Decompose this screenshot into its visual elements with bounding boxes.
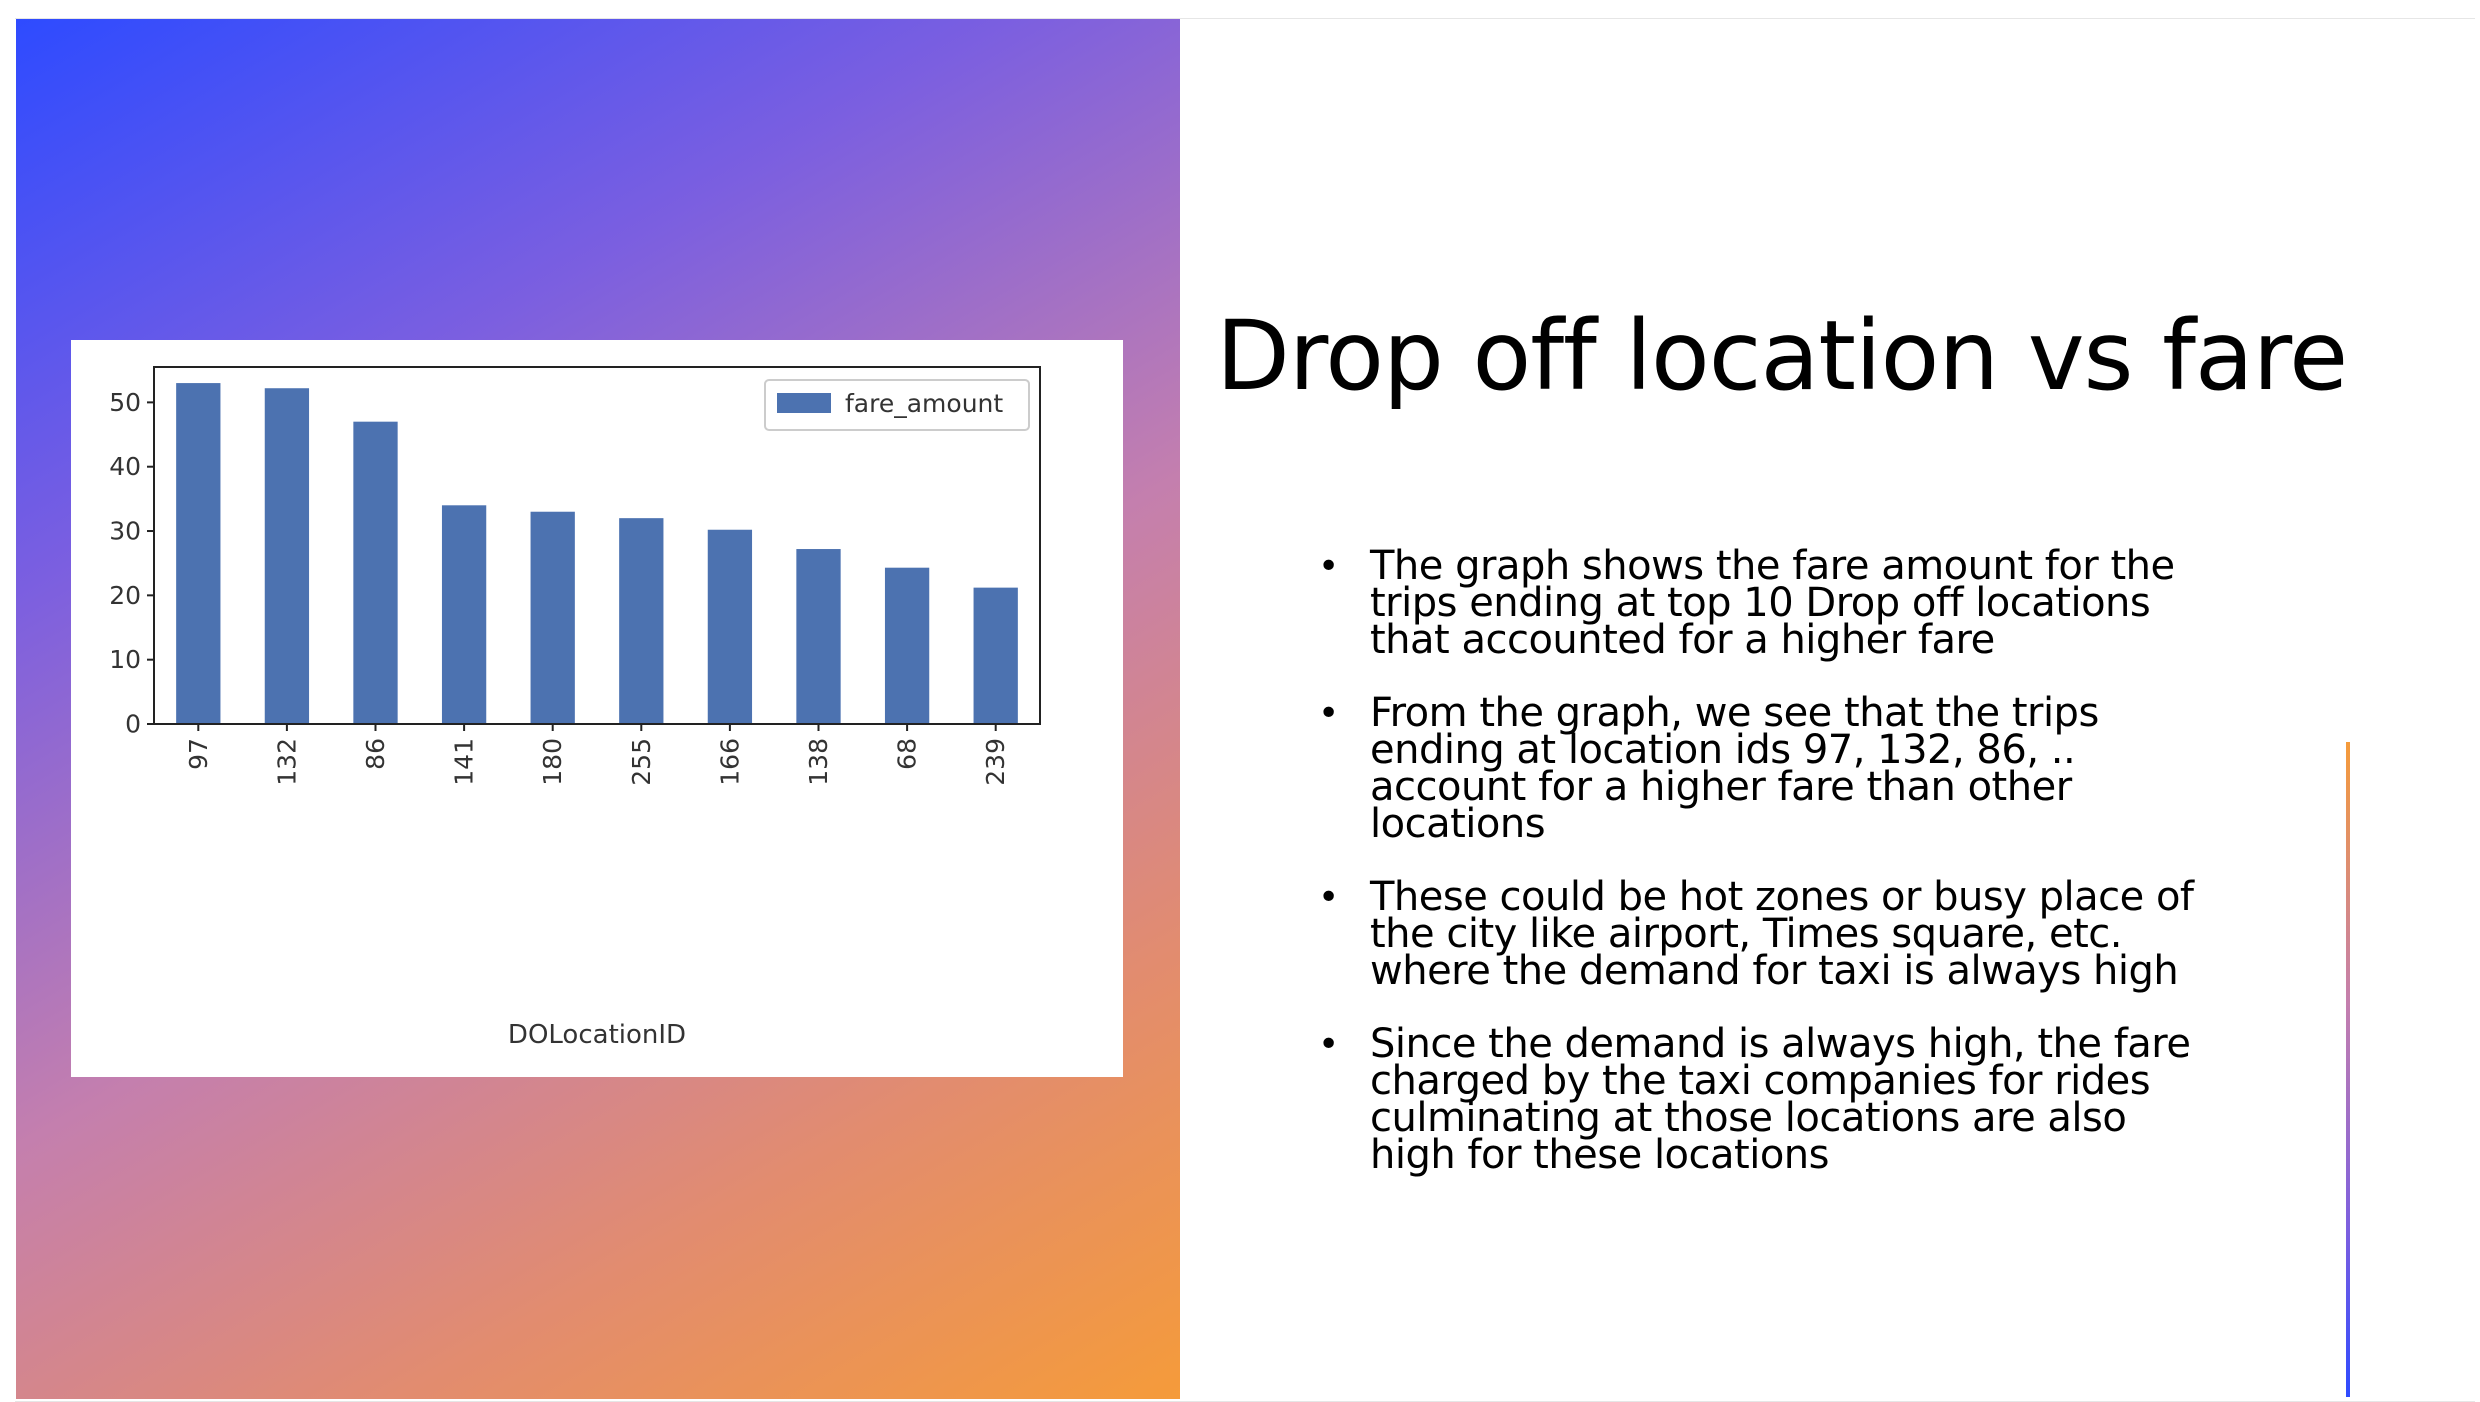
- x-tick-label: 239: [981, 738, 1010, 786]
- bar-166: [707, 529, 753, 724]
- y-tick-label: 30: [109, 517, 141, 546]
- bar-86: [353, 421, 398, 724]
- x-tick-label: 138: [804, 738, 833, 786]
- x-tick-label: 97: [184, 738, 213, 770]
- bullet-list: The graph shows the fare amount for the …: [1318, 546, 2198, 1210]
- y-tick-label: 0: [125, 710, 141, 739]
- x-tick-label: 86: [361, 738, 390, 770]
- y-tick-label: 20: [109, 581, 141, 610]
- plot-frame: [153, 366, 1041, 725]
- x-tick-label: 180: [538, 738, 567, 786]
- bar-97: [176, 383, 221, 724]
- x-tick-label: 132: [272, 738, 301, 786]
- bar-68: [884, 567, 930, 724]
- y-tick-label: 10: [109, 645, 141, 674]
- legend-swatch: [777, 393, 831, 413]
- legend-box: [764, 379, 1030, 431]
- bar-132: [264, 388, 310, 724]
- slide-title: Drop off location vs fare: [1216, 300, 2348, 412]
- y-tick-label: 50: [109, 388, 141, 417]
- legend-label: fare_amount: [845, 389, 1003, 418]
- x-axis-label: DOLocationID: [508, 1020, 686, 1050]
- y-tick-label: 40: [109, 452, 141, 481]
- bullet-item: The graph shows the fare amount for the …: [1318, 546, 2198, 660]
- bar-138: [796, 549, 841, 724]
- x-tick-label: 141: [450, 738, 479, 786]
- x-tick-label: 68: [893, 738, 922, 770]
- bar-141: [441, 505, 487, 724]
- legend: fare_amount: [764, 379, 1030, 431]
- bar-239: [973, 587, 1018, 724]
- bar-255: [619, 518, 664, 724]
- chart-card: 0 10 20 30 40 50 97 132 86 141 180 255 166 138 68 239 …: [71, 340, 1123, 1077]
- x-tick-label: 255: [627, 738, 656, 786]
- accent-line: [2346, 742, 2350, 1397]
- bullet-item: Since the demand is always high, the far…: [1318, 1024, 2198, 1175]
- x-tick-label: 166: [715, 738, 744, 786]
- bar-180: [530, 511, 575, 724]
- bullet-item: These could be hot zones or busy place o…: [1318, 877, 2198, 991]
- bullet-item: From the graph, we see that the trips en…: [1318, 693, 2198, 844]
